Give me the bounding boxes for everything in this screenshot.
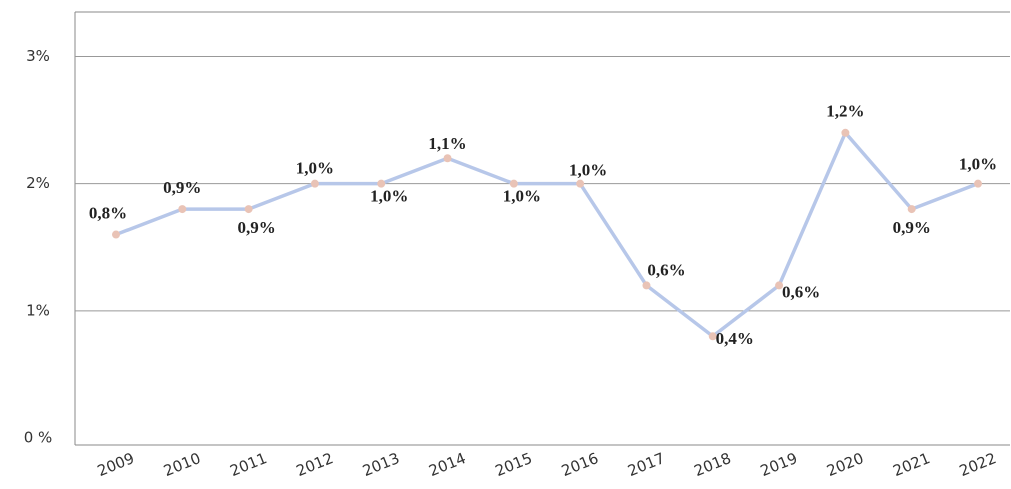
y-tick-label: 0 % <box>24 429 53 447</box>
data-point <box>642 281 651 290</box>
x-tick-label: 2022 <box>957 449 999 480</box>
data-label: 0,9% <box>893 218 931 237</box>
x-tick-label: 2018 <box>692 449 734 480</box>
data-label: 1,0% <box>503 187 541 206</box>
x-tick-label: 2010 <box>161 449 203 480</box>
y-tick-label: 3% <box>26 47 50 65</box>
x-tick-label: 2020 <box>824 449 866 480</box>
data-label: 1,0% <box>959 155 997 174</box>
data-point <box>509 179 518 188</box>
data-label: 0,6% <box>647 260 685 279</box>
data-point <box>244 205 253 214</box>
data-point <box>708 332 717 341</box>
x-tick-label: 2012 <box>294 449 336 480</box>
data-point <box>310 179 319 188</box>
x-tick-label: 2014 <box>426 449 468 480</box>
y-tick-label: 1% <box>26 301 50 319</box>
data-point <box>907 205 916 214</box>
data-point <box>377 179 386 188</box>
data-label: 1,1% <box>428 134 466 153</box>
data-label: 0,9% <box>163 178 201 197</box>
x-tick-label: 2013 <box>360 449 402 480</box>
data-point <box>112 230 120 239</box>
data-label: 0,9% <box>237 218 275 237</box>
data-point <box>576 179 585 188</box>
x-tick-label: 2019 <box>758 449 800 480</box>
data-label: 0,8% <box>89 203 127 222</box>
data-point <box>775 281 784 290</box>
data-label: 1,0% <box>370 187 408 206</box>
data-label: 1,0% <box>296 159 334 178</box>
data-label: 0,4% <box>716 329 754 348</box>
x-tick-label: 2016 <box>559 449 601 480</box>
data-label: 0,6% <box>782 282 820 301</box>
x-tick-label: 2017 <box>625 449 667 480</box>
y-tick-label: 2% <box>26 174 50 192</box>
data-label: 1,2% <box>826 102 864 121</box>
x-tick-label: 2009 <box>95 449 137 480</box>
data-label: 1,0% <box>569 161 607 180</box>
series-line <box>115 131 979 339</box>
data-point <box>841 128 850 137</box>
x-tick-label: 2015 <box>493 449 535 480</box>
data-point <box>443 154 452 163</box>
x-tick-label: 2021 <box>890 449 932 480</box>
data-point <box>974 179 982 188</box>
data-point <box>178 205 187 214</box>
x-tick-label: 2011 <box>227 449 269 480</box>
